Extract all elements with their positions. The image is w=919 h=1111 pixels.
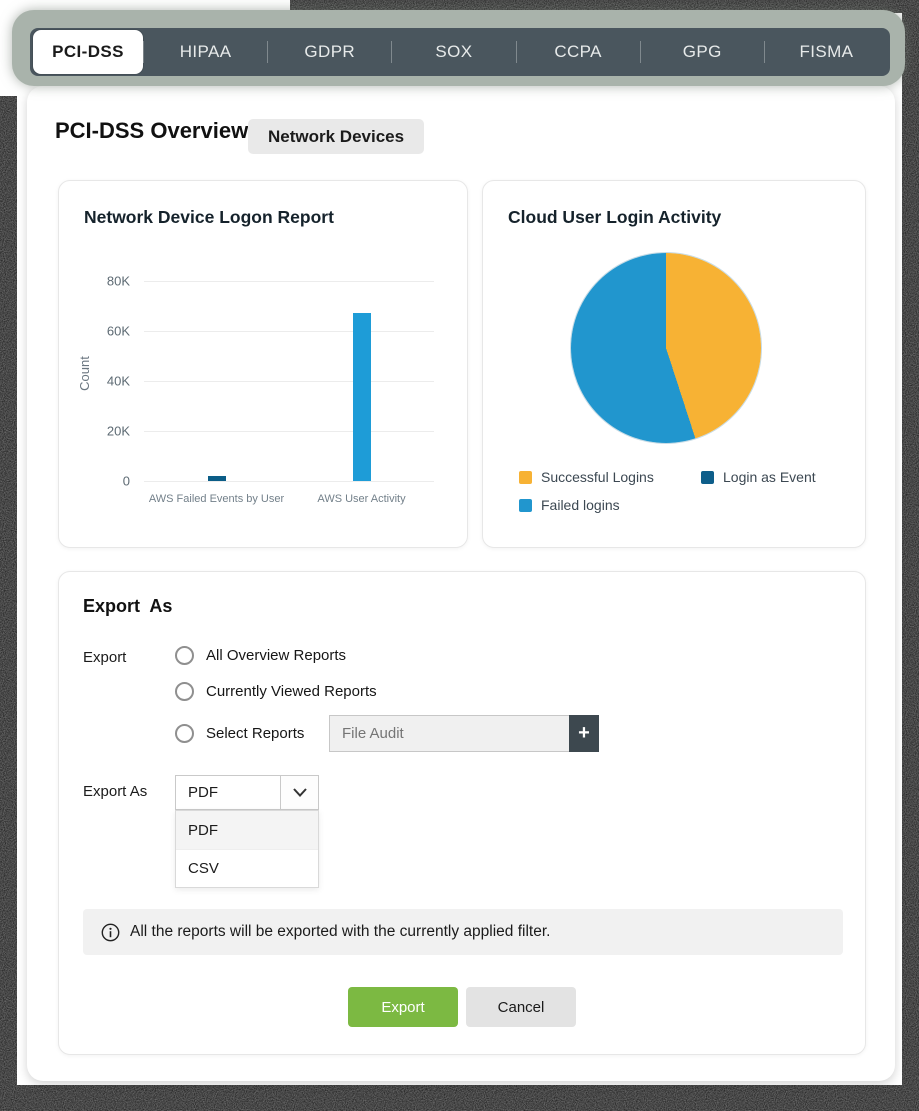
y-tick: 20K: [106, 423, 130, 439]
info-banner: All the reports will be exported with th…: [83, 909, 843, 955]
tab-separator: [763, 41, 765, 63]
x-category-label: AWS Failed Events by User: [148, 493, 285, 505]
tab-separator: [267, 41, 269, 63]
top-chrome: PCI-DSS HIPAA GDPR SOX CCPA GPG FISMA: [12, 10, 905, 86]
compliance-tabbar: PCI-DSS HIPAA GDPR SOX CCPA GPG FISMA: [30, 28, 890, 76]
noise-edge-left: [0, 96, 17, 1111]
bar-chart-card: Network Device Logon Report Count 80K 60…: [58, 180, 468, 548]
format-dropdown-list: PDF CSV: [175, 810, 319, 888]
pie-chart-card: Cloud User Login Activity Successful Log…: [482, 180, 866, 548]
radio-label: All Overview Reports: [206, 647, 347, 664]
noise-edge-bottom: [0, 1085, 919, 1111]
tab-gdpr[interactable]: GDPR: [304, 42, 356, 61]
tab-separator: [639, 41, 641, 63]
dropdown-option-csv[interactable]: CSV: [176, 849, 318, 887]
radio-label: Currently Viewed Reports: [206, 683, 377, 700]
format-select-value: PDF: [188, 784, 218, 801]
action-buttons: Export Cancel: [59, 987, 865, 1027]
page-title: PCI-DSS Overview: [55, 118, 249, 143]
export-as-field-label: Export As: [83, 783, 148, 800]
bar-chart-plot: 80K 60K 40K 20K 0 AWS Failed Events by U…: [107, 274, 434, 505]
tab-fisma[interactable]: FISMA: [799, 42, 854, 61]
info-icon: [101, 923, 120, 942]
info-text: All the reports will be exported with th…: [130, 923, 551, 940]
bar-aws-failed-events: [207, 476, 226, 481]
y-tick: 0: [122, 473, 130, 489]
radio-label: Select Reports: [206, 725, 305, 742]
y-axis-label: Count: [76, 356, 92, 391]
legend-item-login-as-event[interactable]: Login as Event: [701, 469, 816, 485]
tab-hipaa[interactable]: HIPAA: [179, 42, 232, 61]
report-search-input[interactable]: [329, 715, 569, 752]
export-button[interactable]: Export: [348, 987, 458, 1027]
radio-circle[interactable]: [175, 724, 194, 743]
noise-edge-right: [902, 0, 919, 1111]
network-devices-chip[interactable]: Network Devices: [248, 119, 425, 154]
tab-pci-dss[interactable]: PCI-DSS: [33, 30, 143, 74]
export-field-label: Export: [83, 649, 127, 666]
y-tick: 80K: [106, 273, 130, 289]
noise-edge-top: [290, 0, 919, 13]
bar-aws-user-activity: [352, 313, 371, 481]
chevron-down-icon[interactable]: [280, 776, 318, 809]
radio-all-overview-reports[interactable]: All Overview Reports: [175, 646, 346, 665]
legend-label: Successful Logins: [541, 469, 654, 485]
x-category-label: AWS User Activity: [317, 493, 406, 505]
pie-chart-title: Cloud User Login Activity: [508, 207, 722, 227]
legend-label: Login as Event: [723, 469, 816, 485]
y-tick: 60K: [106, 323, 130, 339]
pie-chart: [571, 253, 761, 443]
bar-chart-title: Network Device Logon Report: [84, 207, 334, 227]
legend-label: Failed logins: [541, 497, 620, 513]
legend-item-successful-logins[interactable]: Successful Logins: [519, 469, 654, 485]
radio-circle[interactable]: [175, 682, 194, 701]
tab-gpg[interactable]: GPG: [682, 42, 722, 61]
cancel-button[interactable]: Cancel: [466, 987, 576, 1027]
tab-separator: [515, 41, 517, 63]
radio-select-reports[interactable]: Select Reports: [175, 724, 304, 743]
radio-currently-viewed-reports[interactable]: Currently Viewed Reports: [175, 682, 377, 701]
tab-sox[interactable]: SOX: [435, 42, 473, 61]
format-select[interactable]: PDF: [175, 775, 319, 810]
plus-icon: +: [578, 722, 590, 744]
x-axis-categories: AWS Failed Events by User AWS User Activ…: [144, 493, 434, 505]
tab-separator: [143, 41, 144, 63]
add-report-button[interactable]: +: [569, 715, 599, 752]
tab-ccpa[interactable]: CCPA: [554, 42, 602, 61]
legend-swatch-yellow: [519, 470, 532, 484]
legend-swatch-dark-blue: [701, 470, 714, 484]
legend-item-failed-logins[interactable]: Failed logins: [519, 497, 620, 513]
tab-separator: [391, 41, 393, 63]
radio-circle[interactable]: [175, 646, 194, 665]
dropdown-option-pdf[interactable]: PDF: [176, 811, 318, 849]
export-panel: Export As Export All Overview Reports Cu…: [58, 571, 866, 1055]
legend-swatch-light-blue: [519, 498, 532, 512]
export-panel-title: Export As: [83, 596, 173, 616]
y-tick: 40K: [106, 373, 130, 389]
